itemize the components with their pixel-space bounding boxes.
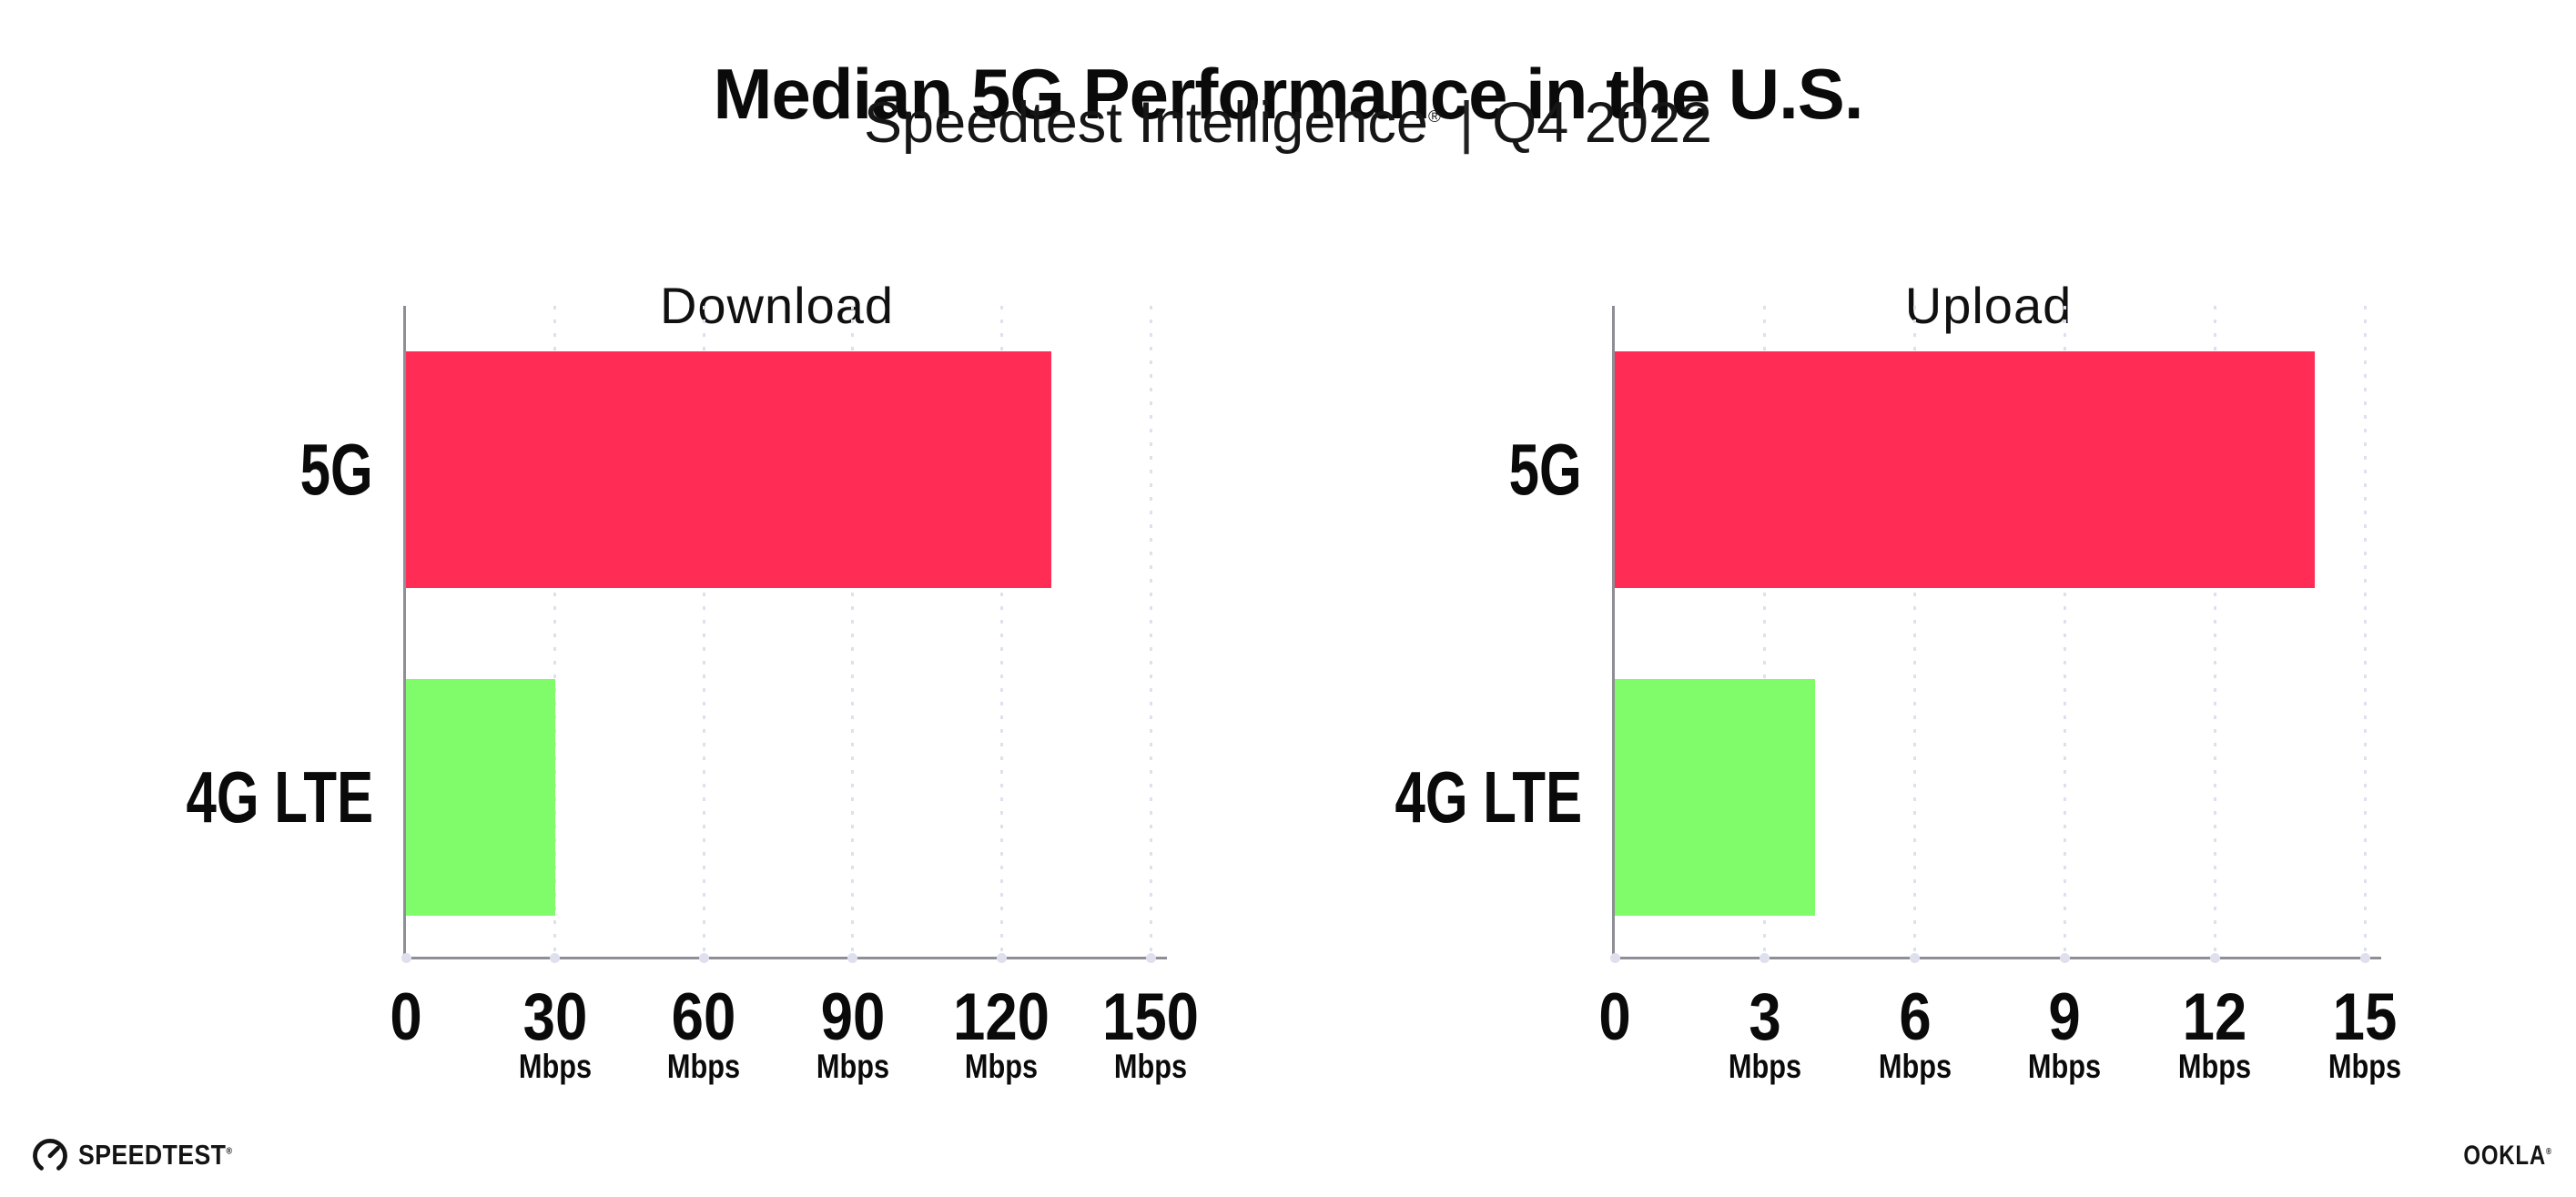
axis-tick-dot [847, 953, 858, 963]
axis-tick-dot [550, 953, 561, 963]
category-label-4g-lte: 4G LTE [186, 756, 373, 837]
speedtest-logo: SPEEDTEST® [30, 1134, 258, 1174]
x-axis-tick-label: 150 [1102, 980, 1199, 1054]
gridline [2063, 306, 2066, 957]
x-axis-tick-label: 0 [1598, 980, 1631, 1054]
axis-tick-dot [2059, 953, 2070, 963]
category-label-5g: 5G [299, 429, 373, 510]
upload-plot-area: 0 3 Mbps 6 Mbps 9 Mbps 12 Mbps 15 Mbps 5G 4G LTE [1394, 306, 2401, 1083]
x-axis-tick-label: 6 [1898, 980, 1932, 1054]
ookla-wordmark: OOKLA [2463, 1141, 2547, 1171]
axis-tick-dot [698, 953, 709, 963]
subtitle-period: Q4 2022 [1492, 91, 1712, 155]
category-label-4g-lte: 4G LTE [1394, 756, 1582, 837]
registered-mark: ® [2546, 1147, 2552, 1157]
x-axis-unit-label: Mbps [1878, 1048, 1952, 1085]
page-subtitle: Speedtest Intelligence® | Q4 2022 [0, 95, 2576, 152]
x-axis-tick-label: 3 [1749, 980, 1781, 1054]
x-axis-unit-label: Mbps [667, 1048, 741, 1085]
gridline [1913, 306, 1917, 957]
x-axis-tick-label: 9 [2048, 980, 2082, 1054]
x-axis-tick-label: 0 [390, 980, 422, 1054]
x-axis-unit-label: Mbps [2028, 1048, 2102, 1085]
subtitle-separator: | [1458, 91, 1475, 155]
axis-tick-dot [1145, 953, 1156, 963]
gridline [1149, 306, 1152, 957]
page-title: Median 5G Performance in the U.S. [0, 58, 2576, 129]
x-axis-unit-label: Mbps [1728, 1048, 1801, 1085]
x-axis-unit-label: Mbps [2178, 1048, 2252, 1085]
speedtest-wordmark: SPEEDTEST® [78, 1138, 233, 1171]
gridline [1763, 306, 1767, 957]
x-axis-tick-label: 120 [953, 980, 1050, 1054]
x-axis-unit-label: Mbps [518, 1048, 592, 1085]
ookla-logo: OOKLA® [2464, 1142, 2552, 1170]
bar-5g [406, 351, 1051, 588]
x-axis-tick-label: 30 [522, 980, 587, 1054]
registered-mark: ® [1427, 107, 1441, 127]
x-axis-tick-label: 12 [2182, 980, 2247, 1054]
download-plot-area: 0 30 Mbps 60 Mbps 90 Mbps 120 Mbps 150 Mbps 5G 4G LT… [186, 306, 1199, 1083]
chart-title: Upload [1904, 277, 2073, 335]
x-axis-unit-label: Mbps [965, 1048, 1039, 1085]
x-axis-unit-label: Mbps [1113, 1048, 1188, 1085]
x-axis-unit-label: Mbps [2328, 1048, 2402, 1085]
x-axis-tick-label: 15 [2332, 980, 2398, 1054]
gridline [702, 306, 705, 957]
x-axis-unit-label: Mbps [816, 1048, 889, 1085]
speedtest-gauge-icon [30, 1134, 70, 1174]
bar-5g [1615, 351, 2316, 588]
page-title-text: Median 5G Performance in the U.S. [713, 54, 1864, 135]
registered-mark: ® [226, 1145, 233, 1157]
bar-4g-lte [406, 679, 555, 916]
gridline [851, 306, 855, 957]
gridline [2213, 306, 2216, 957]
axis-tick-dot [2209, 953, 2220, 963]
axis-tick-dot [401, 953, 411, 963]
x-axis-tick-label: 90 [820, 980, 886, 1054]
gridline [553, 306, 557, 957]
bar-4g-lte [1615, 679, 1815, 916]
axis-tick-dot [2359, 953, 2370, 963]
subtitle-brand: Speedtest Intelligence [864, 91, 1428, 155]
category-label-5g: 5G [1508, 429, 1582, 510]
axis-tick-dot [1609, 953, 1620, 963]
x-axis-tick-label: 60 [671, 980, 736, 1054]
chart-title: Download [659, 277, 895, 335]
gridline [2363, 306, 2367, 957]
axis-tick-dot [1910, 953, 1921, 963]
axis-tick-dot [996, 953, 1007, 963]
gridline [999, 306, 1003, 957]
axis-tick-dot [1760, 953, 1770, 963]
